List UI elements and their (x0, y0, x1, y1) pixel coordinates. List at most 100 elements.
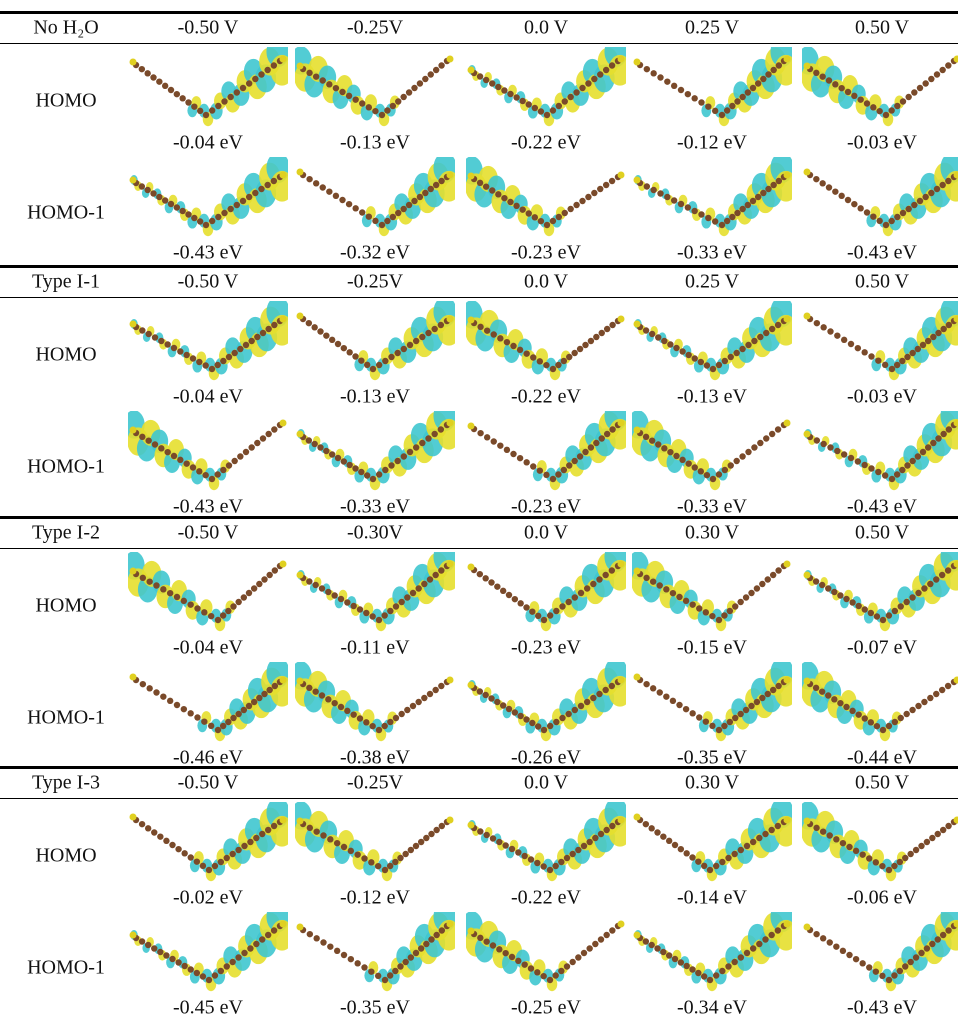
atom (535, 613, 541, 619)
atom (266, 572, 272, 578)
atom (562, 210, 568, 216)
atom (421, 581, 427, 587)
atom (748, 703, 754, 709)
orbital-image (128, 157, 288, 243)
energy-value: -0.23 eV (511, 242, 581, 265)
atom (256, 581, 262, 587)
atom (187, 601, 193, 607)
atom (253, 835, 259, 841)
atom (246, 194, 252, 200)
atom (206, 977, 212, 983)
orbital-image (295, 912, 455, 998)
atom (558, 968, 564, 974)
atom (770, 67, 776, 73)
atom (683, 963, 689, 969)
atom (760, 190, 766, 196)
atom (392, 859, 398, 865)
atom (313, 180, 319, 186)
atom (565, 599, 571, 605)
orbital-image (295, 552, 455, 638)
atom (832, 188, 838, 194)
end-atom (130, 59, 137, 66)
atom (873, 968, 879, 974)
atom (167, 590, 173, 596)
atom (643, 575, 649, 581)
header-rule (0, 548, 958, 549)
atom (907, 851, 913, 857)
atom (870, 104, 876, 110)
atom (359, 100, 365, 106)
atom (738, 954, 744, 960)
atom (529, 608, 535, 614)
atom (552, 863, 558, 869)
atom (230, 603, 236, 609)
atom (649, 331, 655, 337)
orbital-image (128, 411, 288, 497)
atom (366, 104, 372, 110)
atom (875, 469, 881, 475)
end-atom (634, 932, 641, 939)
atom (502, 842, 508, 848)
atom (873, 859, 879, 865)
atom (327, 943, 333, 949)
energy-value: -0.03 eV (847, 386, 917, 409)
atom (261, 576, 267, 582)
atom (406, 202, 412, 208)
atom (935, 330, 941, 336)
end-atom (447, 677, 454, 684)
atom (372, 218, 378, 224)
atom (671, 83, 677, 89)
atom (167, 698, 173, 704)
atom (737, 711, 743, 717)
atom (609, 178, 615, 184)
atom (339, 197, 345, 203)
end-atom (130, 674, 137, 681)
atom (145, 437, 151, 443)
atom (338, 704, 344, 710)
atom (523, 604, 529, 610)
atom (264, 67, 270, 73)
atom (346, 349, 352, 355)
atom (413, 444, 419, 450)
atom (197, 218, 203, 224)
atom (776, 178, 782, 184)
atom (755, 194, 761, 200)
atom (900, 98, 906, 104)
header-rule (0, 43, 958, 44)
atom (588, 338, 594, 344)
atom (917, 85, 923, 91)
atom (838, 85, 844, 91)
atom (581, 950, 587, 956)
atom (164, 449, 170, 455)
atom (240, 198, 246, 204)
voltage-header: 0.50 V (855, 271, 909, 294)
atom (716, 617, 722, 623)
atom (151, 829, 157, 835)
energy-value: -0.14 eV (677, 887, 747, 910)
atom (203, 112, 209, 118)
atom (325, 696, 331, 702)
atom (776, 62, 782, 68)
atom (209, 366, 215, 372)
energy-value: -0.06 eV (847, 887, 917, 910)
atom (354, 960, 360, 966)
atom (201, 609, 207, 615)
atom (672, 842, 678, 848)
atom (649, 437, 655, 443)
atom (813, 825, 819, 831)
atom (644, 66, 650, 72)
atom (913, 954, 919, 960)
orbital-image (295, 301, 455, 387)
atom (388, 354, 394, 360)
atom (248, 444, 254, 450)
end-atom (784, 677, 791, 684)
end-atom (468, 423, 475, 430)
atom (819, 73, 825, 79)
atom (760, 76, 766, 82)
end-atom (634, 568, 641, 575)
atom (559, 603, 565, 609)
atom (311, 441, 317, 447)
atom (725, 963, 731, 969)
atom (387, 608, 393, 614)
atom (573, 89, 579, 95)
